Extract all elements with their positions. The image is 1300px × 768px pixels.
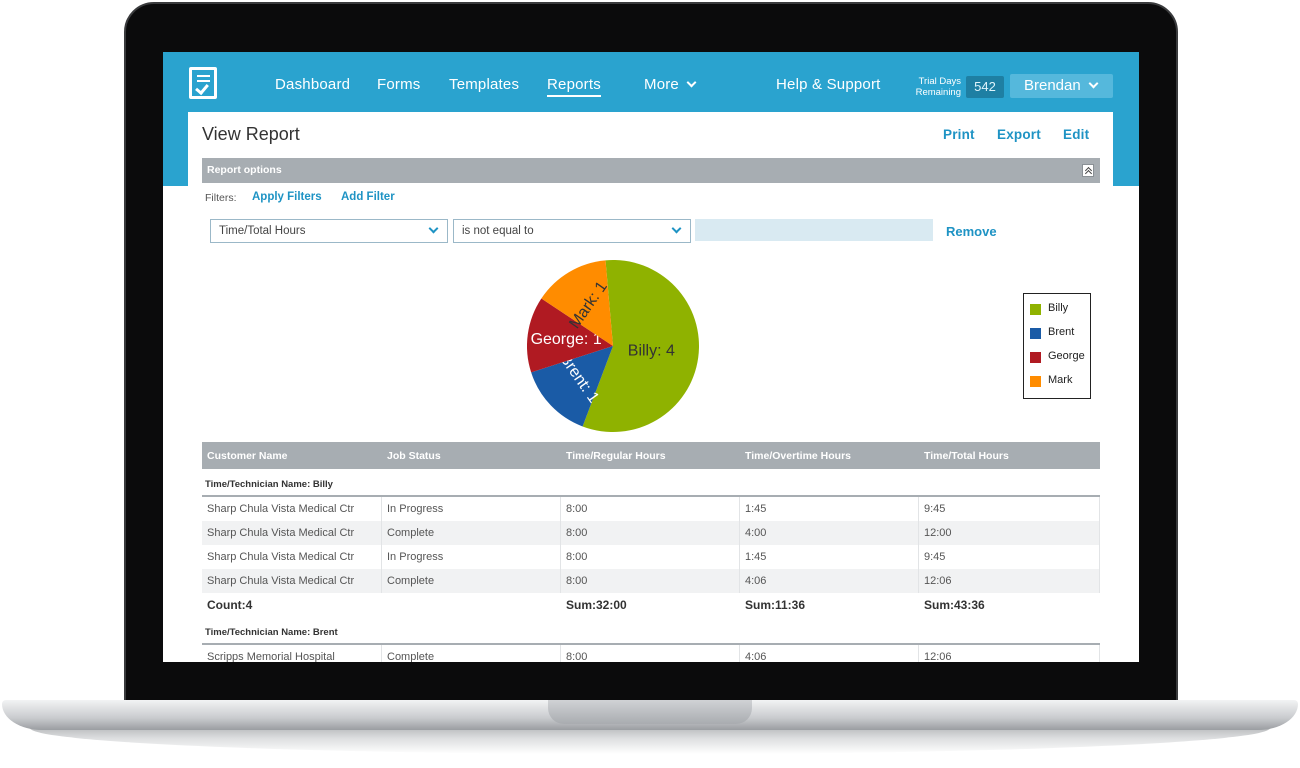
apply-filters-link[interactable]: Apply Filters [252,191,322,203]
column-header[interactable]: Job Status [387,450,441,462]
table-cell: 12:06 [919,569,1100,593]
table-cell: 1:45 [740,497,919,521]
legend-swatch [1030,304,1041,315]
report-card: View Report Print Export Edit Report opt… [188,112,1113,662]
table-cell: In Progress [382,545,561,569]
legend-label: George [1048,350,1085,362]
table-cell: Complete [382,569,561,593]
trial-label-line2: Remaining [915,87,961,98]
legend-swatch [1030,376,1041,387]
nav-forms[interactable]: Forms [377,76,421,93]
pie-slice-brent[interactable] [531,346,613,427]
pie-slice-george[interactable] [527,298,613,373]
table-header: Customer Name Job Status Time/Regular Hour… [202,442,1100,469]
pie-slice-mark[interactable] [541,260,613,346]
table-cell: Sharp Chula Vista Medical Ctr [202,545,382,569]
table-cell: Complete [382,521,561,545]
report-options-bar: Report options [202,158,1100,183]
pie-label-billy: Billy: 4 [628,343,675,360]
print-button[interactable]: Print [943,127,975,142]
table-row[interactable]: Sharp Chula Vista Medical Ctr Complete 8:0… [202,569,1100,593]
column-header[interactable]: Time/Overtime Hours [745,450,852,462]
table-cell: 9:45 [919,497,1100,521]
table-cell: In Progress [382,497,561,521]
table-cell: 4:06 [740,569,919,593]
legend-label: Billy [1048,302,1069,314]
table-row[interactable]: Scripps Memorial Hospital Complete 8:00 4:0… [202,645,1100,662]
nav-reports[interactable]: Reports [547,76,601,97]
app-screen: Dashboard Forms Templates Reports More H… [163,52,1139,662]
legend-swatch [1030,352,1041,363]
legend-label: Mark [1048,374,1073,386]
edit-button[interactable]: Edit [1063,127,1090,142]
column-header[interactable]: Time/Regular Hours [566,450,666,462]
export-button[interactable]: Export [997,127,1041,142]
user-menu-button[interactable]: Brendan [1010,74,1113,98]
table-cell: 8:00 [561,569,740,593]
pie-slice-billy[interactable] [582,260,700,432]
chevron-down-icon [671,223,682,234]
remove-filter-link[interactable]: Remove [946,224,997,239]
laptop-base-shadow [30,728,1270,754]
collapse-icon[interactable] [1082,164,1094,177]
chevron-down-icon [686,77,697,88]
table-cell: Sharp Chula Vista Medical Ctr [202,569,382,593]
table-row[interactable]: Sharp Chula Vista Medical Ctr Complete 8:0… [202,521,1100,545]
table-row[interactable]: Sharp Chula Vista Medical Ctr In Progress… [202,545,1100,569]
nav-help-support[interactable]: Help & Support [776,76,881,93]
nav-templates[interactable]: Templates [449,76,520,93]
chevron-down-icon [1088,78,1099,89]
table-cell: 8:00 [561,497,740,521]
summary-cell: Count:4 [207,598,253,612]
summary-row: Count:4 Sum:32:00 Sum:11:36 Sum:43:36 [202,593,1100,617]
filter-field-value: Time/Total Hours [219,225,306,237]
page-title: View Report [202,124,300,144]
trial-label-line1: Trial Days [918,76,961,87]
summary-cell: Sum:11:36 [745,598,806,612]
filter-value-input[interactable] [695,219,933,241]
laptop-notch [548,700,752,724]
table-cell: 12:06 [919,645,1100,662]
column-header[interactable]: Time/Total Hours [924,450,1009,462]
table-cell: Complete [382,645,561,662]
table-cell: 8:00 [561,645,740,662]
filter-operator-value: is not equal to [462,225,534,237]
summary-cell: Sum:32:00 [566,598,627,612]
chevron-down-icon [428,223,439,234]
column-header[interactable]: Customer Name [207,450,288,462]
pie-label-george: George: 1 [531,331,602,348]
summary-cell: Sum:43:36 [924,598,985,612]
group-title: Time/Technician Name: Brent [205,627,338,638]
chart-legend: Billy Brent George Mark [1023,293,1091,399]
filters-label: Filters: [205,192,237,204]
user-name: Brendan [1024,77,1081,94]
filter-operator-select[interactable]: is not equal to [453,219,691,243]
legend-swatch [1030,328,1041,339]
table-cell: Sharp Chula Vista Medical Ctr [202,497,382,521]
nav-more-label: More [644,76,679,93]
add-filter-link[interactable]: Add Filter [341,191,395,203]
legend-label: Brent [1048,326,1075,338]
clipboard-check-icon[interactable] [189,67,217,99]
nav-dashboard[interactable]: Dashboard [275,76,351,93]
table-row[interactable]: Sharp Chula Vista Medical Ctr In Progress… [202,497,1100,521]
table-cell: 9:45 [919,545,1100,569]
table-cell: Sharp Chula Vista Medical Ctr [202,521,382,545]
table-cell: 12:00 [919,521,1100,545]
group-divider [202,495,1100,497]
filter-field-select[interactable]: Time/Total Hours [210,219,448,243]
group-divider [202,643,1100,645]
table-cell: Scripps Memorial Hospital [202,645,382,662]
table-cell: 4:06 [740,645,919,662]
report-options-title: Report options [207,164,282,176]
nav-more[interactable]: More [644,76,697,93]
table-cell: 8:00 [561,521,740,545]
table-cell: 1:45 [740,545,919,569]
group-title: Time/Technician Name: Billy [205,479,333,490]
table-cell: 8:00 [561,545,740,569]
table-cell: 4:00 [740,521,919,545]
trial-days-label: Trial Days Remaining [909,76,961,98]
trial-days-badge: 542 [966,76,1004,98]
